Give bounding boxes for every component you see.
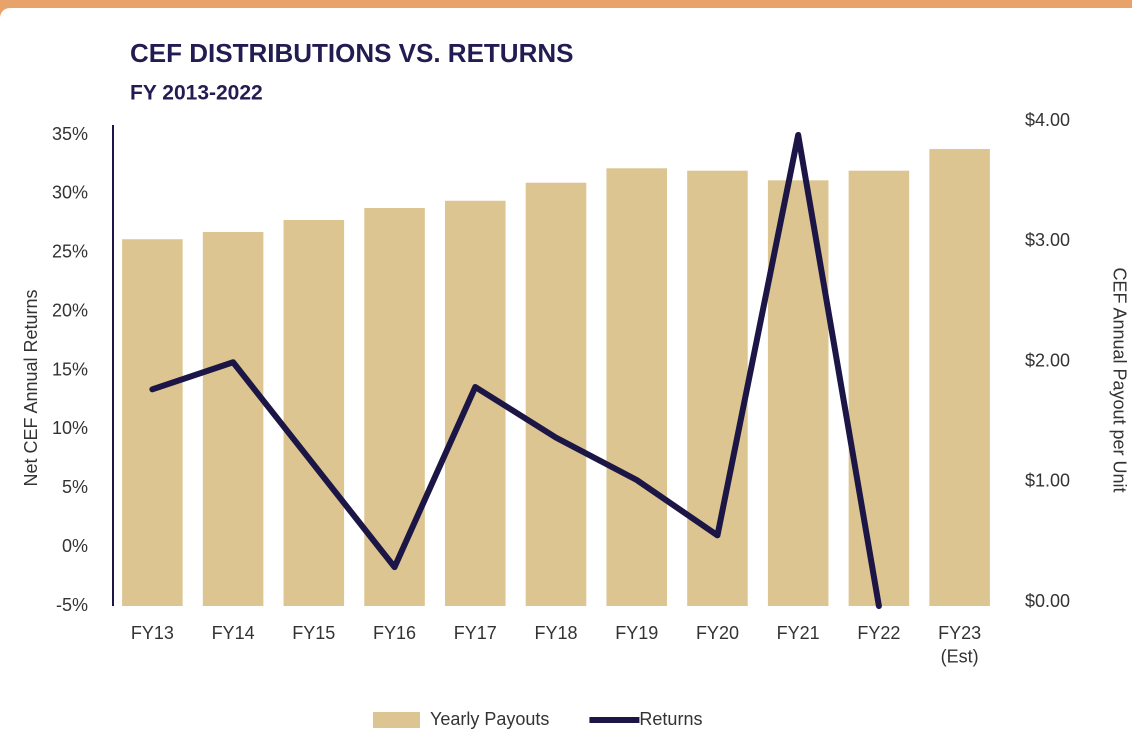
x-tick-label: FY23 (Est) — [938, 623, 981, 666]
x-tick-label: FY13 — [131, 623, 174, 643]
x-tick-label: FY15 — [292, 623, 335, 643]
x-tick-label: FY16 — [373, 623, 416, 643]
y2-tick-label: $1.00 — [1025, 471, 1070, 491]
y-tick-label: 25% — [52, 242, 88, 262]
y-tick-label: 20% — [52, 300, 88, 320]
x-tick-label: FY20 — [696, 623, 739, 643]
y2-tick-label: $4.00 — [1025, 110, 1070, 130]
x-tick-label: FY22 — [857, 623, 900, 643]
y-tick-label: 10% — [52, 418, 88, 438]
x-tick-label: FY19 — [615, 623, 658, 643]
chart-title: CEF DISTRIBUTIONS VS. RETURNS — [130, 38, 573, 68]
bar — [202, 232, 264, 606]
bar — [283, 219, 345, 606]
bar — [445, 200, 506, 606]
x-tick-label: FY14 — [212, 623, 255, 643]
legend-label: Returns — [639, 709, 702, 729]
bar — [929, 149, 990, 607]
y-tick-label: -5% — [56, 595, 88, 615]
y2-axis-title: CEF Annual Payout per Unit — [1109, 267, 1129, 492]
bar — [525, 182, 587, 606]
y-tick-label: 0% — [62, 536, 88, 556]
y-tick-label: 30% — [52, 183, 88, 203]
legend-label: Yearly Payouts — [430, 709, 549, 729]
y2-tick-label: $3.00 — [1025, 230, 1070, 250]
y-axis-title: Net CEF Annual Returns — [21, 289, 41, 486]
y-tick-label: 35% — [52, 124, 88, 144]
bar — [122, 239, 183, 607]
legend-swatch — [373, 712, 420, 728]
y-tick-label: 15% — [52, 359, 88, 379]
x-tick-label: FY18 — [534, 623, 577, 643]
bar — [687, 170, 748, 606]
bar — [606, 168, 667, 607]
bar — [848, 170, 910, 606]
y2-tick-label: $0.00 — [1025, 591, 1070, 611]
line — [149, 132, 882, 609]
x-tick-label: FY17 — [454, 623, 497, 643]
bar — [364, 207, 425, 606]
y-tick-label: 5% — [62, 477, 88, 497]
x-tick-label: FY21 — [777, 623, 820, 643]
chart-subtitle: FY 2013-2022 — [130, 82, 263, 105]
y2-tick-label: $2.00 — [1025, 350, 1070, 370]
